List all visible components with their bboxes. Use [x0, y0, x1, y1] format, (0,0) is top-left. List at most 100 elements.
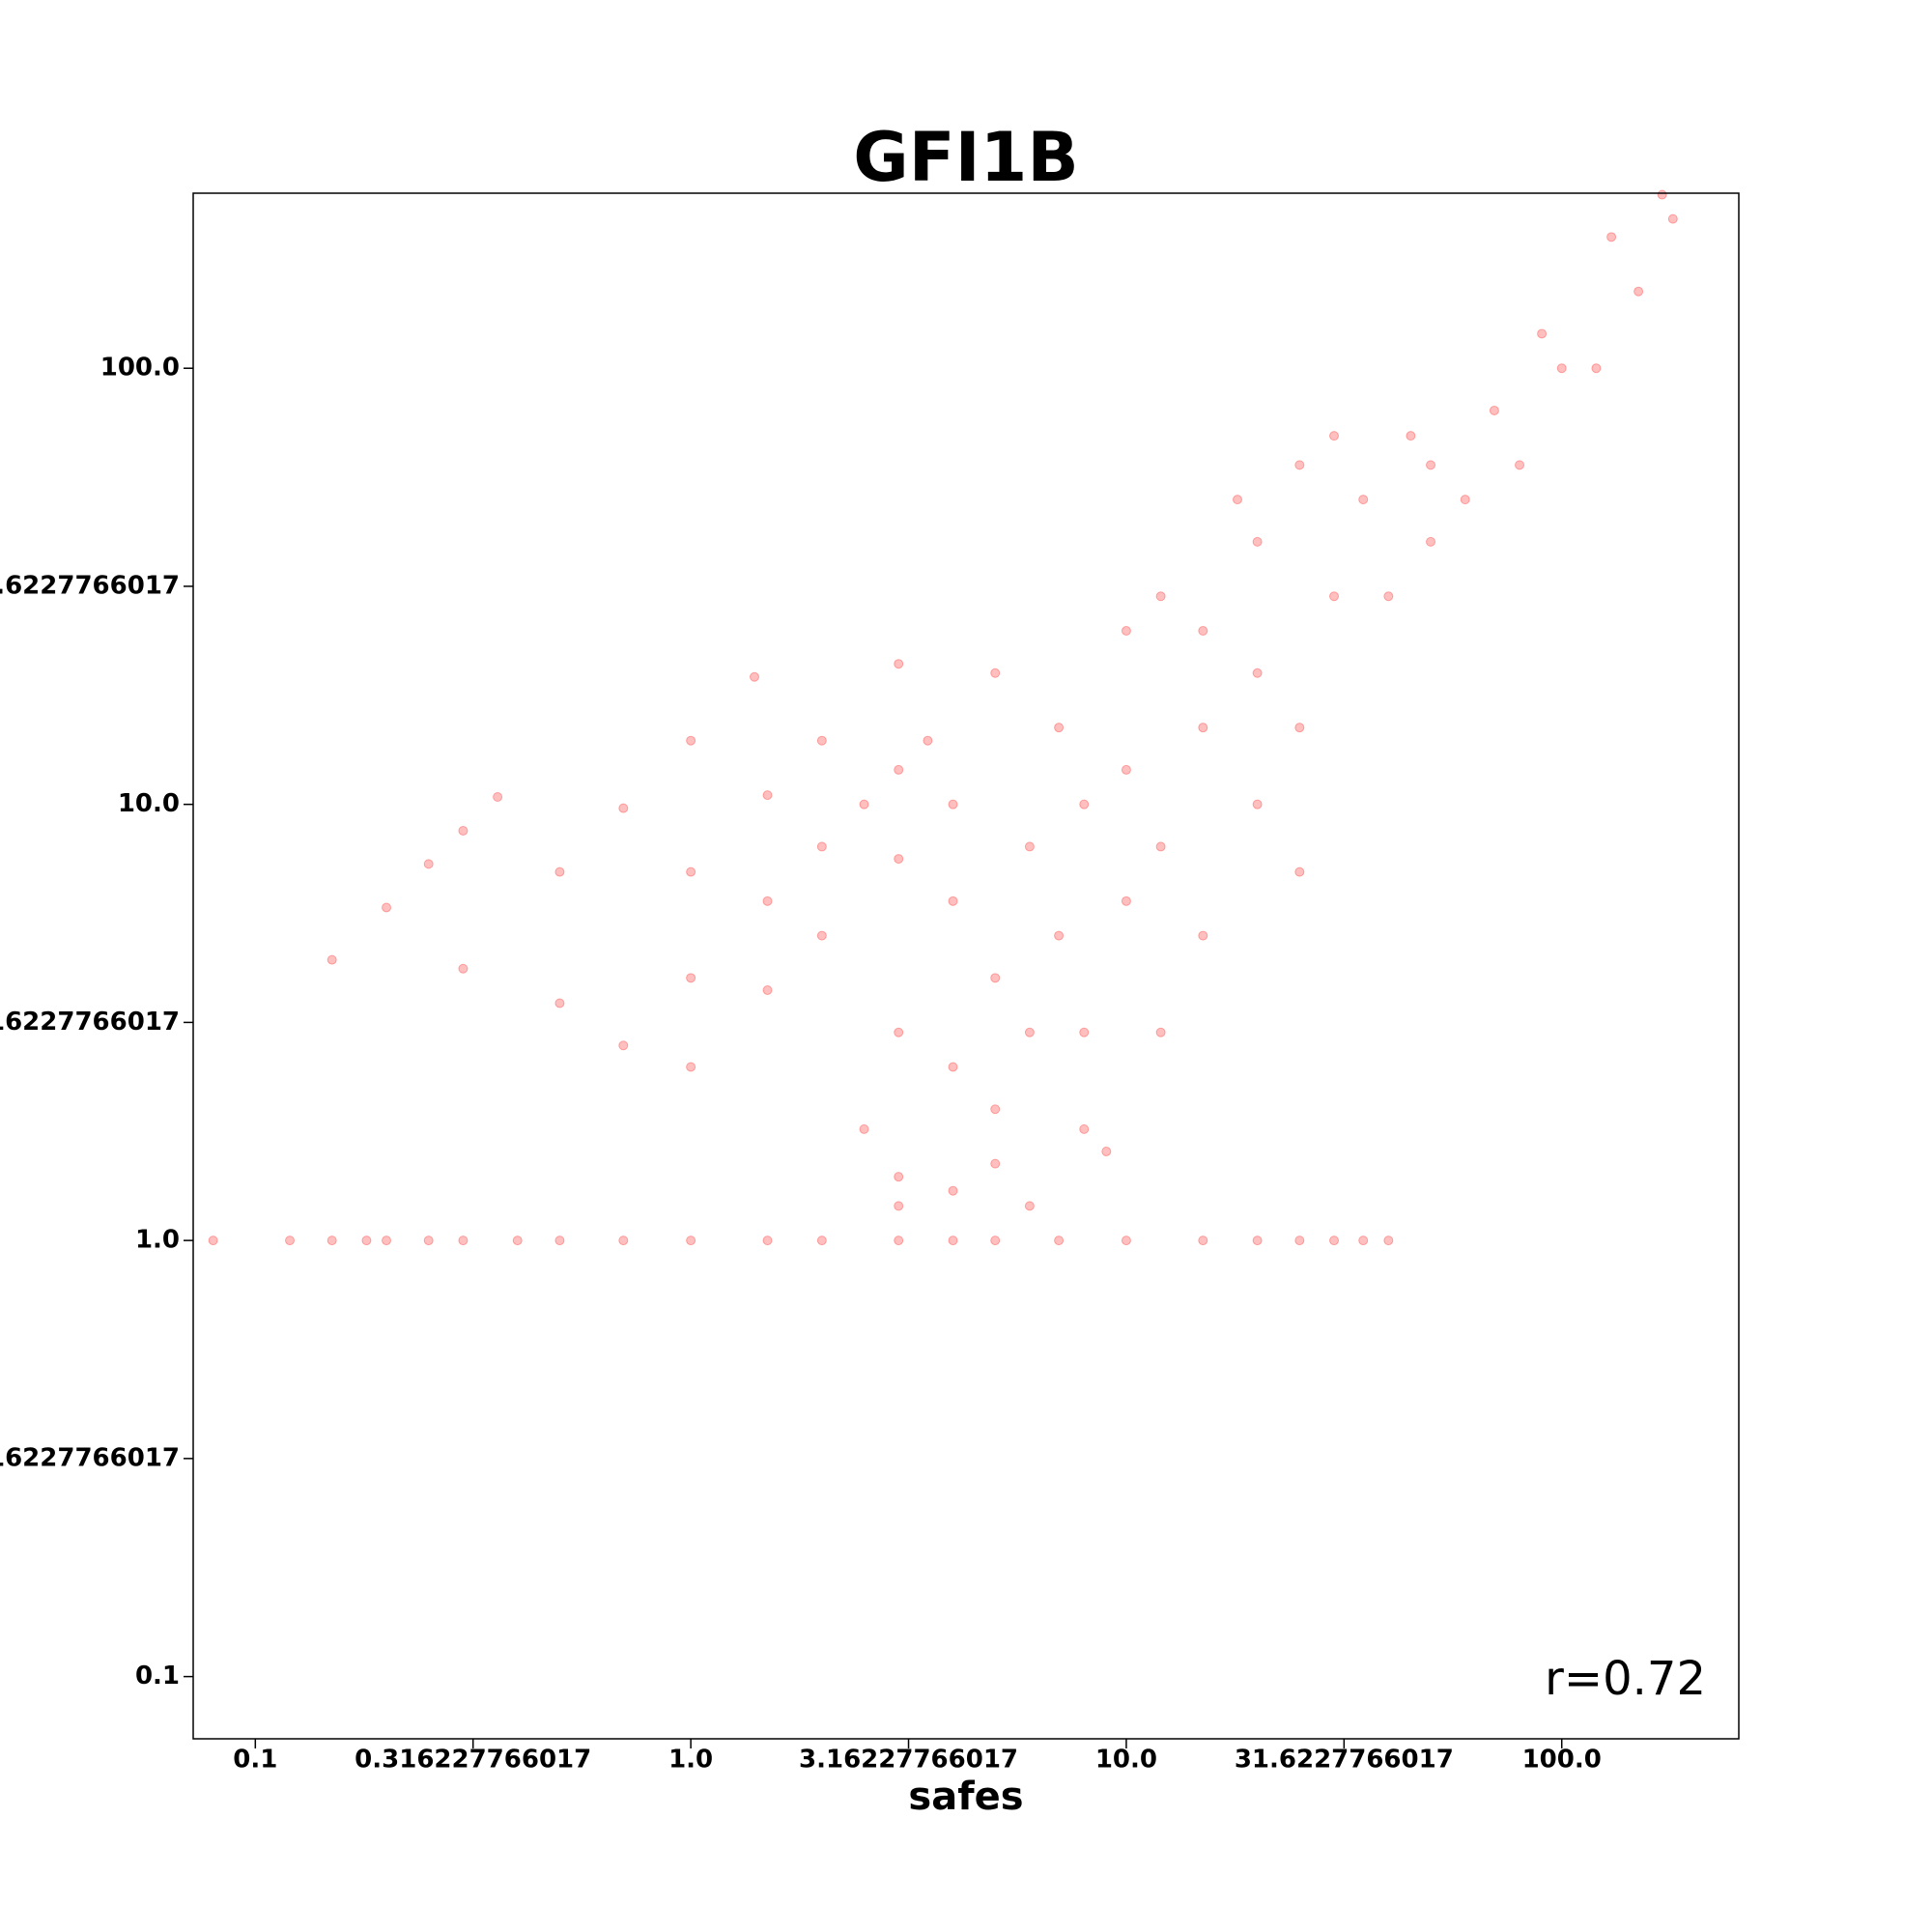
point: [894, 659, 904, 669]
point: [894, 1172, 904, 1182]
point: [948, 1185, 958, 1196]
point: [458, 963, 469, 974]
point: [686, 867, 696, 877]
point: [327, 1236, 337, 1246]
point: [686, 1062, 696, 1072]
y-tick-label: 0.1: [135, 1662, 180, 1690]
point: [618, 803, 629, 813]
point: [762, 984, 773, 995]
point: [1294, 867, 1305, 877]
point: [990, 973, 1001, 983]
x-tick-label: 100.0: [1522, 1746, 1602, 1775]
point: [423, 1236, 434, 1246]
point: [686, 1236, 696, 1246]
point: [1121, 626, 1131, 637]
point: [1155, 591, 1166, 602]
point: [512, 1236, 523, 1246]
x-tick-label: 3.16227766017: [799, 1746, 1018, 1775]
point: [382, 1236, 392, 1246]
point: [1329, 1236, 1340, 1246]
point: [554, 1236, 565, 1246]
point: [1233, 495, 1243, 505]
point: [1358, 1236, 1369, 1246]
point: [990, 1104, 1001, 1115]
point: [859, 1123, 869, 1134]
point: [285, 1236, 296, 1246]
x-tick-label: 1.0: [668, 1746, 713, 1775]
point: [1294, 1236, 1305, 1246]
point: [1667, 213, 1678, 224]
point: [1460, 495, 1470, 505]
point: [554, 998, 565, 1009]
point: [894, 1027, 904, 1037]
y-tick-label: 1.0: [135, 1226, 180, 1255]
point: [1406, 431, 1416, 441]
point: [1121, 764, 1131, 775]
x-tick-label: 10.0: [1095, 1746, 1157, 1775]
x-tick-label: 31.6227766017: [1235, 1746, 1454, 1775]
point: [948, 799, 958, 810]
point: [816, 735, 827, 746]
point: [990, 1158, 1001, 1169]
point: [816, 930, 827, 941]
point: [1252, 799, 1263, 810]
point: [1155, 1027, 1166, 1037]
point: [1198, 930, 1208, 941]
point: [948, 895, 958, 906]
point: [686, 973, 696, 983]
point: [1079, 799, 1090, 810]
y-tick-label: 31.6227766017: [0, 571, 180, 600]
point: [1079, 1123, 1090, 1134]
point: [1383, 1236, 1394, 1246]
point: [990, 1236, 1001, 1246]
point: [923, 735, 933, 746]
point: [894, 1201, 904, 1211]
point: [1121, 895, 1131, 906]
point: [1383, 591, 1394, 602]
point: [749, 671, 759, 682]
point: [816, 841, 827, 852]
point: [762, 895, 773, 906]
point: [1606, 232, 1617, 242]
y-tick-label: 100.0: [100, 354, 180, 383]
point: [554, 867, 565, 877]
point: [208, 1236, 218, 1246]
point: [816, 1236, 827, 1246]
point: [1121, 1236, 1131, 1246]
y-tick-label: 10.0: [118, 789, 180, 818]
point: [1024, 1027, 1035, 1037]
point: [1426, 536, 1436, 547]
point: [1054, 930, 1065, 941]
point: [1329, 431, 1340, 441]
point: [1358, 495, 1369, 505]
point: [458, 825, 469, 836]
point: [894, 854, 904, 865]
y-tick-label: 3.16227766017: [0, 1008, 180, 1037]
x-axis-label: safes: [908, 1775, 1023, 1819]
point: [1252, 668, 1263, 678]
point: [618, 1236, 629, 1246]
annotation: r=0.72: [1545, 1652, 1706, 1706]
point: [1252, 1236, 1263, 1246]
point: [382, 902, 392, 913]
point: [1556, 363, 1567, 374]
point: [1634, 286, 1644, 297]
point: [1426, 460, 1436, 470]
point: [327, 954, 337, 965]
point: [1101, 1146, 1112, 1156]
point: [1198, 723, 1208, 733]
plot-frame: [192, 192, 1740, 1740]
point: [458, 1236, 469, 1246]
point: [1079, 1027, 1090, 1037]
point: [1591, 363, 1602, 374]
point: [1198, 626, 1208, 637]
point: [948, 1236, 958, 1246]
point: [762, 790, 773, 801]
point: [948, 1062, 958, 1072]
point: [423, 859, 434, 869]
point: [618, 1040, 629, 1051]
point: [1024, 1201, 1035, 1211]
point: [1054, 1236, 1065, 1246]
